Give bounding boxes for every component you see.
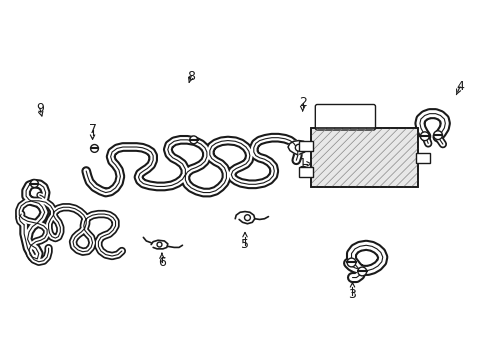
Bar <box>299 141 313 151</box>
Text: 2: 2 <box>299 96 307 109</box>
Circle shape <box>420 132 429 141</box>
Polygon shape <box>288 140 308 155</box>
Text: 4: 4 <box>456 80 464 93</box>
Text: 6: 6 <box>158 256 166 269</box>
Bar <box>416 153 430 163</box>
Polygon shape <box>151 240 168 249</box>
Text: 7: 7 <box>89 123 97 136</box>
Circle shape <box>91 144 98 152</box>
Circle shape <box>157 242 162 247</box>
Text: 3: 3 <box>348 288 356 301</box>
Circle shape <box>245 215 250 221</box>
Circle shape <box>347 258 356 267</box>
Circle shape <box>358 267 367 276</box>
Polygon shape <box>235 212 255 224</box>
Text: 8: 8 <box>187 69 195 82</box>
Circle shape <box>295 144 302 151</box>
Bar <box>299 167 313 177</box>
Circle shape <box>190 136 197 144</box>
Circle shape <box>30 180 38 188</box>
Bar <box>311 128 418 187</box>
FancyBboxPatch shape <box>316 104 375 130</box>
Bar <box>311 128 418 187</box>
Text: 5: 5 <box>241 238 249 251</box>
Text: 1: 1 <box>299 157 307 170</box>
Text: 9: 9 <box>36 102 44 115</box>
Circle shape <box>434 131 442 140</box>
